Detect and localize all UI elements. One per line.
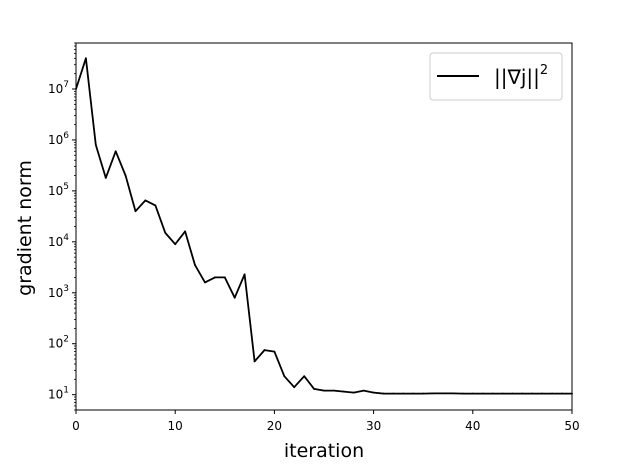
data-point xyxy=(94,143,97,146)
data-point xyxy=(442,392,444,395)
legend-label-base: ||∇j|| xyxy=(494,65,540,89)
data-point xyxy=(243,273,246,276)
legend-box xyxy=(429,52,563,101)
y-tick-label: 103 xyxy=(48,284,69,300)
data-point xyxy=(461,392,464,395)
data-point xyxy=(392,392,395,395)
data-point xyxy=(511,392,514,395)
x-tick-label: 20 xyxy=(267,419,282,433)
data-point xyxy=(124,174,127,177)
data-point xyxy=(422,392,425,395)
data-point xyxy=(154,204,157,207)
data-point xyxy=(342,390,345,393)
data-point xyxy=(352,391,355,394)
x-tick-label: 40 xyxy=(465,419,480,433)
legend-label-exponent: 2 xyxy=(540,63,548,78)
data-point xyxy=(85,57,87,60)
plot-frame xyxy=(75,42,573,411)
data-point xyxy=(144,199,147,202)
x-tick-label: 0 xyxy=(72,419,80,433)
y-tick-label: 101 xyxy=(48,386,69,402)
data-point xyxy=(432,392,435,395)
data-point xyxy=(303,375,306,378)
data-point xyxy=(501,392,504,395)
x-axis-title: iteration xyxy=(284,440,364,462)
data-point xyxy=(204,281,206,284)
data-point xyxy=(541,392,544,395)
data-point xyxy=(452,392,454,395)
data-point xyxy=(521,392,524,395)
legend: ||∇j||2 xyxy=(429,52,563,101)
data-point xyxy=(233,296,236,299)
data-point xyxy=(323,389,325,392)
x-tick-label: 10 xyxy=(168,419,183,433)
data-point xyxy=(213,276,216,279)
data-point xyxy=(293,386,296,389)
data-point xyxy=(481,392,484,395)
data-point xyxy=(134,210,137,213)
data-point xyxy=(412,392,415,395)
data-point xyxy=(471,392,474,395)
data-point xyxy=(372,391,375,394)
data-point xyxy=(491,392,494,395)
data-point xyxy=(382,392,385,395)
x-axis: 0 10 20 30 40 50 xyxy=(72,410,580,433)
data-point xyxy=(362,389,365,392)
data-point xyxy=(402,392,405,395)
data-point xyxy=(223,276,226,279)
y-tick-label: 106 xyxy=(48,131,69,147)
data-layer xyxy=(75,57,573,395)
y-tick-label: 107 xyxy=(48,80,69,96)
data-point xyxy=(114,150,117,153)
data-point xyxy=(333,389,335,392)
y-axis: 101 102 103 104 105 106 107 xyxy=(48,42,76,411)
y-axis-title: gradient norm xyxy=(14,160,36,296)
legend-label: ||∇j||2 xyxy=(494,63,548,89)
data-point xyxy=(273,350,276,353)
data-point xyxy=(551,392,554,395)
data-point xyxy=(194,264,196,266)
data-point xyxy=(174,243,177,246)
plot-area xyxy=(76,43,572,410)
data-point xyxy=(104,176,107,179)
data-point xyxy=(164,231,167,234)
data-point xyxy=(263,349,266,351)
data-point xyxy=(313,387,315,390)
y-tick-label: 104 xyxy=(48,233,69,249)
data-point xyxy=(283,375,286,378)
data-point xyxy=(561,392,563,395)
y-tick-label: 102 xyxy=(48,335,69,351)
x-tick-label: 50 xyxy=(564,419,579,433)
data-point xyxy=(253,360,256,363)
x-tick-label: 30 xyxy=(366,419,381,433)
data-point xyxy=(184,230,187,233)
data-point xyxy=(531,392,534,395)
y-tick-label: 105 xyxy=(48,182,69,198)
